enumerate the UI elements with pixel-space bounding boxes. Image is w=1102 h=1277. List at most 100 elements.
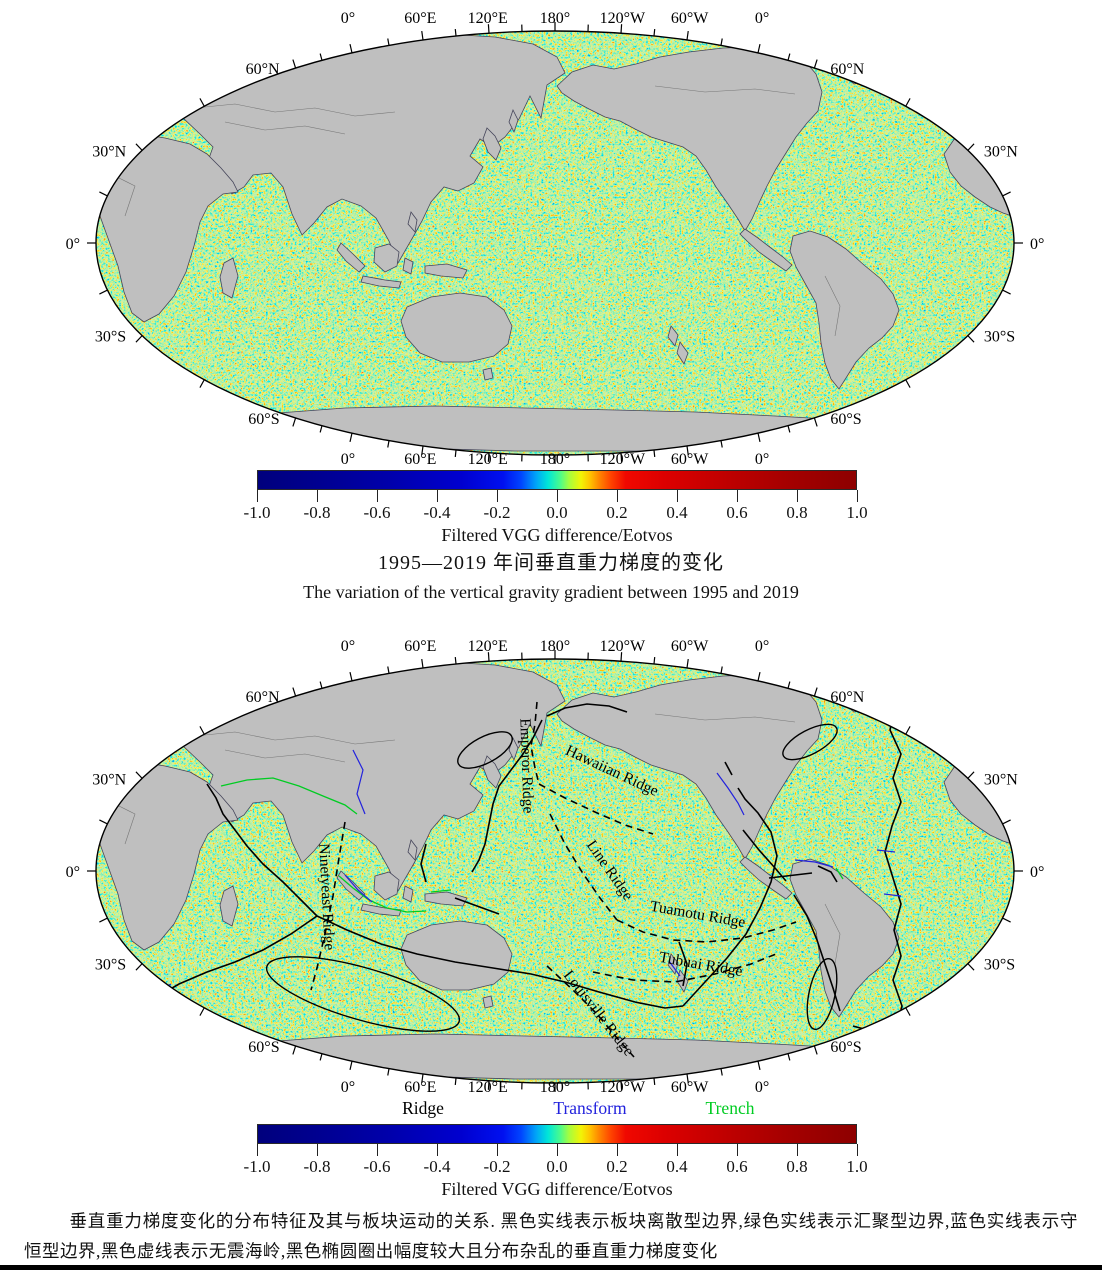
landmass — [424, 263, 468, 279]
landmass — [407, 839, 418, 861]
colorbar-tick-label: -0.4 — [423, 503, 451, 522]
landmass — [739, 228, 793, 272]
colorbar-tick — [497, 490, 498, 502]
divergent-boundary-line — [682, 787, 778, 1007]
divergent-boundary-line — [471, 719, 543, 873]
colorbar-tick — [797, 490, 798, 502]
divergent-boundary-line — [420, 843, 427, 883]
anomaly-ellipse — [782, 723, 838, 761]
divergent-boundary-line — [454, 897, 500, 915]
colorbar-tick — [617, 1144, 618, 1156]
caption-en: The variation of the vertical gravity gr… — [303, 582, 799, 602]
meridian-label-bottom: 0° — [341, 1079, 355, 1096]
landmass — [990, 719, 1014, 743]
colorbar-tick-label: 0.0 — [546, 1157, 568, 1176]
country-border-line — [114, 803, 136, 845]
legend-item-trench: Trench — [705, 1098, 755, 1118]
latitude-label-right: 60°S — [830, 1039, 861, 1056]
landmass — [96, 129, 239, 323]
latitude-label-right: 60°N — [830, 61, 864, 78]
meridian-label-top: 0° — [341, 10, 355, 27]
country-border-line — [224, 121, 346, 135]
colorbar-tick-label: -0.8 — [303, 1157, 331, 1176]
divergent-boundary-line — [793, 894, 841, 1012]
meridian-label-top: 60°W — [671, 10, 709, 27]
anomaly-ellipse — [806, 957, 838, 1031]
divergent-boundary-line — [546, 703, 628, 717]
landmass — [556, 674, 823, 860]
landmass — [789, 230, 900, 390]
meridian-label-top: 120°E — [468, 10, 508, 27]
landmass — [400, 292, 513, 363]
colorbar-tick-label: 0.0 — [546, 503, 568, 522]
colorbar-tick-label: 1.0 — [846, 503, 868, 522]
colorbar-tick — [377, 1144, 378, 1156]
convergent-boundary-line — [835, 867, 844, 880]
meridian-label-bottom: 180° — [540, 451, 570, 468]
colorbar-tick-label: 0.8 — [786, 1157, 808, 1176]
meridian-label-top: 60°E — [404, 638, 436, 655]
divergent-boundary-line — [316, 915, 684, 1009]
aseismic-ridge-dashed-line — [616, 919, 797, 943]
colorbar-tick — [557, 490, 558, 502]
aseismic-ridge-dashed-line — [310, 821, 346, 991]
landmass — [360, 903, 402, 917]
colorbar-title: Filtered VGG difference/Eotvos — [441, 525, 673, 545]
meridian-label-top: 120°E — [468, 638, 508, 655]
latitude-label-left: 30°S — [95, 957, 126, 974]
convergent-boundary-line — [338, 875, 427, 913]
latitude-label-left: 60°N — [246, 61, 280, 78]
meridian-label-bottom: 180° — [540, 1079, 570, 1096]
colorbar-tick — [677, 490, 678, 502]
divergent-boundary-line — [678, 941, 688, 987]
ridge-label: Ninetyeast Ridge — [315, 843, 338, 951]
ridge-label: Emperor Ridge — [516, 718, 536, 814]
meridian-label-top: 60°W — [671, 638, 709, 655]
meridian-label-top: 0° — [755, 10, 769, 27]
latitude-label-right: 30°N — [984, 143, 1018, 160]
meridian-label-bottom: 60°W — [671, 451, 709, 468]
colorbar-tick-label: 1.0 — [846, 1157, 868, 1176]
latitude-label-left: 60°S — [248, 411, 279, 428]
colorbar-tick-label: -1.0 — [243, 503, 271, 522]
landmass — [96, 757, 239, 951]
landmass — [667, 325, 679, 347]
transform-boundary-line — [716, 772, 745, 816]
landmass — [336, 242, 366, 273]
meridian-label-bottom: 60°W — [671, 1079, 709, 1096]
colorbar-tick-label: 0.8 — [786, 503, 808, 522]
caption-zh: 1995—2019 年间垂直重力梯度的变化 — [378, 552, 724, 574]
transform-boundary-line — [883, 893, 902, 897]
anomaly-ellipse — [457, 731, 513, 769]
meridian-label-bottom: 0° — [755, 451, 769, 468]
landmass — [219, 257, 239, 299]
landmass — [360, 275, 402, 289]
landmass — [482, 995, 494, 1009]
country-border-line — [654, 713, 796, 723]
convergent-boundary-line — [220, 777, 358, 815]
colorbar-tick-label: -0.6 — [363, 1157, 391, 1176]
meridian-label-top: 120°W — [600, 638, 646, 655]
colorbar-tick-label: -0.2 — [483, 503, 511, 522]
landmass — [219, 885, 239, 927]
landmass — [508, 108, 519, 134]
colorbar-tick — [857, 490, 858, 502]
figure-caption-bottom: 垂直重力梯度变化的分布特征及其与板块运动的关系. 黑色实线表示板块离散型边界,绿… — [24, 1211, 1078, 1261]
colorbar-tick-label: -0.4 — [423, 1157, 451, 1176]
divergent-boundary-line — [724, 761, 733, 776]
latitude-label-right: 0° — [1030, 236, 1044, 253]
country-border-line — [114, 175, 136, 217]
colorbar-tick-label: -0.8 — [303, 503, 331, 522]
meridian-label-bottom: 120°E — [468, 451, 508, 468]
landmass — [402, 885, 414, 903]
colorbar-ticks — [257, 1144, 858, 1157]
colorbar-tick-label: 0.6 — [726, 503, 748, 522]
colorbar-tick — [677, 1144, 678, 1156]
legend-item-ridge: Ridge — [402, 1098, 444, 1118]
map-axis-labels: 0° 0° 60°E 60°E 120°E 120°E 180° 180° 120°W 120°W… — [66, 638, 1045, 1096]
latitude-label-right: 30°S — [984, 957, 1015, 974]
latitude-label-left: 60°N — [246, 689, 280, 706]
transform-boundary-line — [344, 874, 373, 903]
latitude-label-left: 30°N — [92, 143, 126, 160]
